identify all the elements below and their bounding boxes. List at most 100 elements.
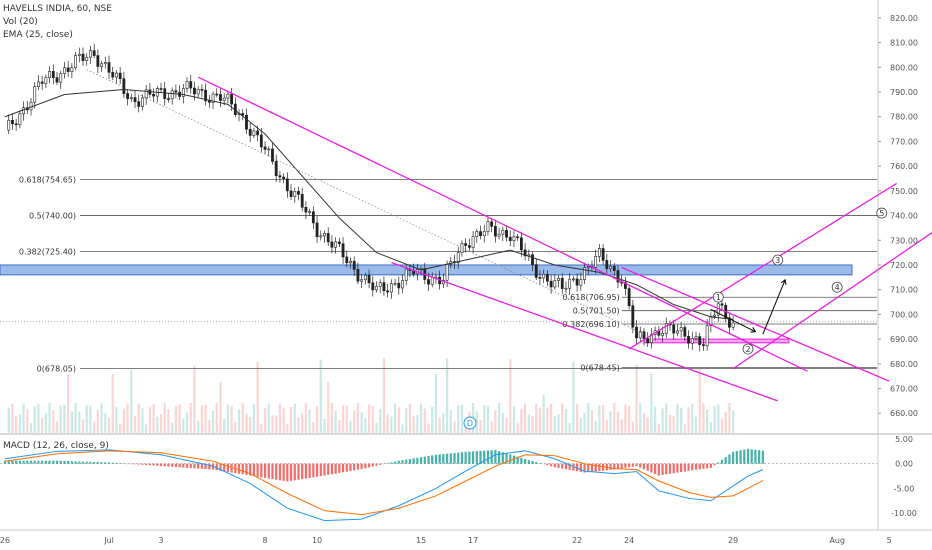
volume-bar: [278, 403, 282, 433]
time-tick-label: 17: [468, 536, 478, 545]
axes: 660.00 670.00 680.00 690.00 700.00 710.00 720.…: [0, 14, 918, 545]
projection-arrow-up: [762, 279, 786, 335]
candle: [219, 87, 222, 108]
candle-body: [334, 241, 338, 248]
macd-histogram-bar: [471, 451, 475, 464]
candle: [534, 258, 538, 281]
macd-histogram-bar: [182, 463, 185, 468]
volume-bar: [41, 417, 44, 433]
candle: [728, 312, 731, 335]
candle-body: [85, 56, 89, 61]
macd-histogram-bar: [3, 460, 7, 464]
macd-histogram-bar: [616, 463, 620, 470]
candle: [482, 224, 486, 243]
candle-body: [289, 190, 293, 197]
candle: [252, 127, 256, 139]
volume-bar: [683, 424, 686, 433]
macd-histogram-bar: [81, 461, 85, 464]
wave-label-text: 5: [879, 209, 884, 218]
volume-bar: [122, 408, 125, 433]
candle-body: [341, 243, 345, 258]
macd-histogram-bar: [278, 463, 282, 481]
volume-bar: [620, 419, 623, 433]
candle: [278, 170, 282, 183]
volume-bar: [717, 404, 720, 433]
volume-bar: [200, 405, 204, 433]
macd-histogram-bar: [542, 463, 545, 465]
candle: [698, 332, 702, 352]
channel-line: [197, 76, 808, 372]
candle-body: [460, 243, 464, 254]
candle-body: [352, 260, 356, 270]
volume-bar: [431, 406, 434, 433]
macd-histogram-bar: [505, 453, 508, 464]
candle: [646, 332, 650, 347]
volume-bar: [93, 421, 96, 433]
candle: [378, 279, 382, 294]
candle-body: [486, 221, 490, 232]
macd-histogram-bar: [230, 463, 233, 473]
price-tick-label: 760.00: [890, 162, 918, 171]
time-tick-label: 15: [416, 536, 426, 545]
wave-label-text: 2: [745, 345, 750, 354]
volume-bar: [271, 415, 274, 433]
macd-histogram-bar: [694, 463, 698, 470]
macd-histogram-bar: [22, 460, 25, 464]
macd-histogram-bar: [497, 451, 501, 464]
candle: [282, 173, 286, 184]
volume-bar: [709, 422, 712, 433]
macd-histogram-bar: [553, 463, 556, 468]
candle-body: [479, 231, 482, 236]
volume-bar: [308, 409, 311, 433]
volume-bar: [453, 421, 456, 433]
candle: [70, 62, 74, 79]
symbol-title: HAVELLS INDIA, 60, NSE: [3, 4, 112, 14]
candle: [77, 47, 81, 63]
candle-body: [623, 282, 627, 289]
candle-body: [215, 93, 219, 96]
candle: [85, 53, 89, 66]
candle-body: [159, 88, 163, 90]
macd-histogram-bar: [85, 461, 88, 464]
candle: [360, 273, 364, 289]
volume-bar: [609, 411, 612, 433]
candle-body: [531, 254, 534, 265]
volume-bar: [141, 407, 144, 433]
candle-body: [263, 146, 267, 150]
volume-bar: [538, 407, 542, 433]
candle-body: [705, 325, 709, 347]
dotted-trendline: [86, 69, 645, 335]
volume-bar: [260, 424, 263, 433]
volume-bar: [434, 374, 438, 433]
macd-histogram-bar: [494, 450, 497, 464]
fib-label: 0(678.05): [37, 365, 76, 374]
volume-bar: [460, 404, 464, 433]
macd-histogram-bar: [156, 463, 159, 466]
time-tick-label: 26: [0, 536, 10, 545]
wave-label-text: 4: [835, 283, 840, 292]
candle-body: [77, 53, 81, 56]
macd-histogram-bar: [531, 461, 534, 464]
candle: [174, 84, 178, 99]
macd-histogram-bar: [587, 463, 590, 473]
macd-histogram-bar: [119, 463, 122, 464]
candle-body: [7, 119, 11, 131]
volume-bar: [197, 420, 200, 433]
macd-histogram-bar: [397, 460, 400, 464]
macd-histogram-bar: [405, 459, 408, 464]
macd-histogram-bar: [423, 456, 426, 464]
candle-body: [196, 89, 200, 95]
candle: [204, 83, 208, 106]
candle-body: [427, 279, 430, 285]
candle: [263, 141, 267, 155]
macd-histogram-bar: [713, 463, 716, 466]
candle: [642, 328, 646, 346]
candle: [337, 237, 341, 248]
macd-histogram-bar: [148, 463, 151, 466]
candle: [111, 66, 115, 81]
volume-bar: [583, 412, 586, 433]
volume-bar: [297, 417, 300, 433]
candle: [623, 276, 627, 296]
volume-bar: [52, 410, 55, 433]
